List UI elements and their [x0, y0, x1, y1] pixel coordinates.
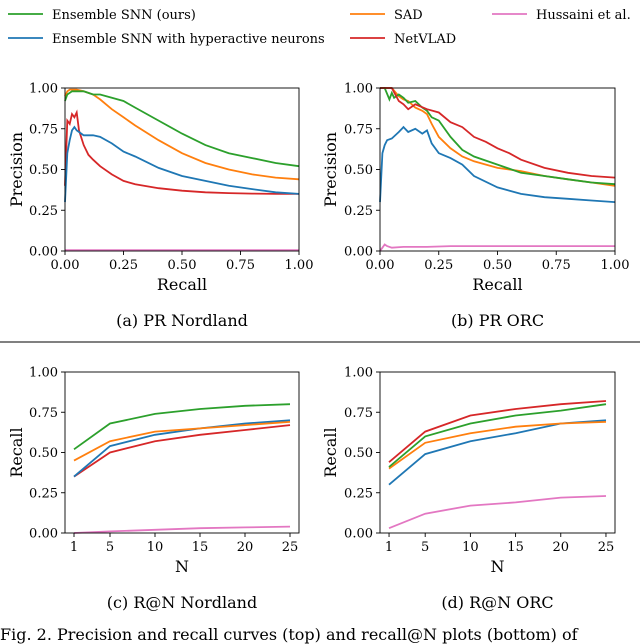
y-tick-label: 0.25: [344, 486, 373, 501]
legend-label-hussaini: Hussaini et al.: [536, 8, 631, 23]
series-line-hussaini-et-al: [73, 525, 291, 534]
series-line-netvlad: [388, 400, 607, 463]
legend-label-hyperactive: Ensemble SNN with hyperactive neurons: [52, 32, 325, 47]
x-axis-label: N: [491, 557, 505, 576]
subfigure-caption: (a) PR Nordland: [116, 311, 248, 330]
chart-panel-2: 0.00 0.25 0.50 0.75 1.00 0.00 0.25 0.50 0.75 1.00…: [321, 82, 629, 331]
series-line-ensemble-snn-ours: [64, 90, 300, 168]
x-axis-label: Recall: [157, 275, 207, 294]
y-tick-label: 0.75: [29, 406, 58, 421]
series-line-sad: [380, 87, 616, 187]
y-tick-label: 0.00: [344, 527, 373, 542]
x-axis-label: N: [175, 557, 189, 576]
legend-label-sad: SAD: [394, 8, 423, 23]
x-tick-label: 1.00: [601, 258, 630, 273]
series-line-hussaini-et-al: [379, 243, 615, 252]
x-tick-label: 15: [507, 540, 524, 555]
y-axis-label: Recall: [7, 427, 26, 477]
x-axis-label: Recall: [472, 275, 522, 294]
series-line-netvlad: [380, 87, 616, 179]
x-tick-label: 0.25: [109, 258, 138, 273]
y-tick-label: 0.00: [344, 245, 373, 260]
x-tick-label: 10: [462, 540, 479, 555]
subfigure-caption: (b) PR ORC: [451, 311, 544, 330]
y-axis-label: Precision: [321, 132, 340, 207]
x-tick-label: 0.00: [51, 258, 80, 273]
y-axis-label: Recall: [321, 427, 340, 477]
y-tick-label: 0.50: [29, 163, 58, 178]
subfigure-caption: (c) R@N Nordland: [107, 593, 257, 612]
x-tick-label: 1.00: [285, 258, 314, 273]
plot-frame: [379, 87, 616, 252]
x-tick-label: 25: [598, 540, 615, 555]
y-tick-label: 0.75: [344, 406, 373, 421]
series-line-ensemble-snn-with-hyperactive-neurons: [64, 125, 300, 203]
x-tick-label: 5: [106, 540, 114, 555]
series-line-ensemble-snn-ours: [73, 403, 291, 451]
legend-label-ensemble-snn: Ensemble SNN (ours): [52, 8, 196, 23]
plot-frame: [64, 87, 300, 252]
y-tick-label: 0.00: [29, 527, 58, 542]
series-line-ensemble-snn-with-hyperactive-neurons: [73, 419, 291, 478]
y-tick-label: 0.25: [29, 486, 58, 501]
x-tick-label: 0.50: [168, 258, 197, 273]
y-tick-label: 0.50: [344, 446, 373, 461]
y-tick-label: 0.25: [29, 204, 58, 219]
chart-panels: 0.00 0.25 0.50 0.75 1.00 0.00 0.25 0.50 0.75 1.00…: [7, 82, 629, 613]
x-tick-label: 0.00: [366, 258, 395, 273]
subfigure-caption: (d) R@N ORC: [441, 593, 553, 612]
figure-caption: Fig. 2. Precision and recall curves (top…: [0, 625, 579, 644]
y-tick-label: 1.00: [29, 366, 58, 381]
y-tick-label: 1.00: [29, 82, 58, 97]
series-line-ensemble-snn-with-hyperactive-neurons: [379, 125, 616, 203]
x-tick-label: 0.50: [483, 258, 512, 273]
x-tick-label: 25: [282, 540, 299, 555]
y-tick-label: 0.00: [29, 245, 58, 260]
chart-panel-4: 0.000.250.500.751.001 5 10 15 20 25NRecall(d)…: [321, 366, 616, 612]
legend-label-netvlad: NetVLAD: [394, 32, 456, 47]
series-line-sad: [73, 421, 291, 462]
chart-panel-3: 0.000.250.500.751.001 5 10 15 20 25NRecall(c)…: [7, 366, 300, 612]
y-tick-label: 0.50: [344, 163, 373, 178]
x-tick-label: 20: [237, 540, 254, 555]
y-tick-label: 1.00: [344, 82, 373, 97]
y-tick-label: 0.75: [344, 122, 373, 137]
series-line-netvlad: [73, 424, 291, 478]
plot-frame: [64, 371, 300, 534]
series-line-sad: [388, 421, 607, 470]
x-tick-label: 0.75: [226, 258, 255, 273]
x-tick-label: 1: [385, 540, 393, 555]
x-tick-label: 10: [147, 540, 164, 555]
x-tick-label: 1: [70, 540, 78, 555]
x-tick-label: 0.75: [542, 258, 571, 273]
y-tick-label: 0.50: [29, 446, 58, 461]
y-axis-label: Precision: [7, 132, 26, 207]
x-tick-label: 0.25: [424, 258, 453, 273]
x-tick-label: 20: [552, 540, 569, 555]
series-line-ensemble-snn-ours: [388, 403, 607, 468]
chart-panel-1: 0.00 0.25 0.50 0.75 1.00 0.00 0.25 0.50 0.75 1.00…: [7, 82, 313, 331]
x-tick-label: 5: [421, 540, 429, 555]
y-tick-label: 1.00: [344, 366, 373, 381]
y-tick-label: 0.75: [29, 122, 58, 137]
series-line-netvlad: [64, 109, 299, 195]
series-line-sad: [64, 88, 300, 181]
legend: Ensemble SNN (ours) Ensemble SNN with hy…: [8, 8, 631, 47]
y-tick-label: 0.25: [344, 204, 373, 219]
plot-frame: [379, 371, 616, 534]
series-line-ensemble-snn-ours: [380, 87, 616, 186]
x-tick-label: 15: [192, 540, 209, 555]
series-line-hussaini-et-al: [388, 495, 607, 530]
